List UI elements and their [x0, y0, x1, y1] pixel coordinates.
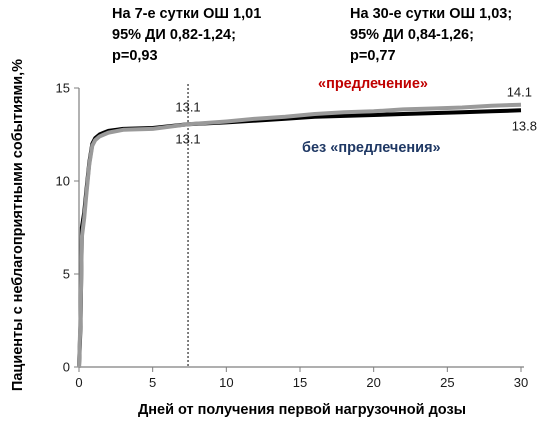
y-ticks: 0 5 10 15 [56, 81, 79, 375]
x-axis-title: Дней от получения первой нагрузочной доз… [138, 402, 466, 418]
y-tick-label: 10 [56, 174, 70, 189]
x-tick-label: 30 [514, 375, 528, 390]
annotation-day30-line1: На 30-е сутки ОШ 1,03; [350, 6, 512, 22]
value-label-day7-bottom: 13.1 [175, 131, 200, 146]
series-label-no-pretreatment: без «предлечения» [302, 140, 441, 156]
series-label-pretreatment: «предлечение» [318, 76, 428, 92]
annotation-day7-line1: На 7-е сутки ОШ 1,01 [112, 6, 261, 22]
y-tick-label: 5 [63, 267, 70, 282]
y-axis-title: Пациенты с неблагоприятными событиями,% [10, 59, 26, 391]
series-line-no-pretreatment [77, 108, 522, 368]
annotation-day30-line2: 95% ДИ 0,84-1,26; [350, 27, 474, 43]
x-tick-label: 10 [219, 375, 233, 390]
x-tick-label: 0 [75, 375, 82, 390]
series-line-pretreatment [77, 102, 522, 368]
value-label-day7-top: 13.1 [175, 99, 200, 114]
x-tick-label: 20 [366, 375, 380, 390]
value-label-day30-top: 14.1 [507, 85, 532, 100]
x-ticks: 0 5 10 15 20 25 30 [75, 367, 528, 390]
x-tick-label: 15 [293, 375, 307, 390]
value-label-day30-bottom: 13.8 [512, 118, 537, 133]
annotation-day30-line3: p=0,77 [350, 48, 396, 64]
y-tick-label: 0 [63, 360, 70, 375]
x-tick-label: 25 [440, 375, 454, 390]
annotation-day7-line2: 95% ДИ 0,82-1,24; [112, 27, 236, 43]
y-tick-label: 15 [56, 81, 70, 96]
x-tick-label: 5 [149, 375, 156, 390]
annotation-day7-line3: p=0,93 [112, 48, 158, 64]
